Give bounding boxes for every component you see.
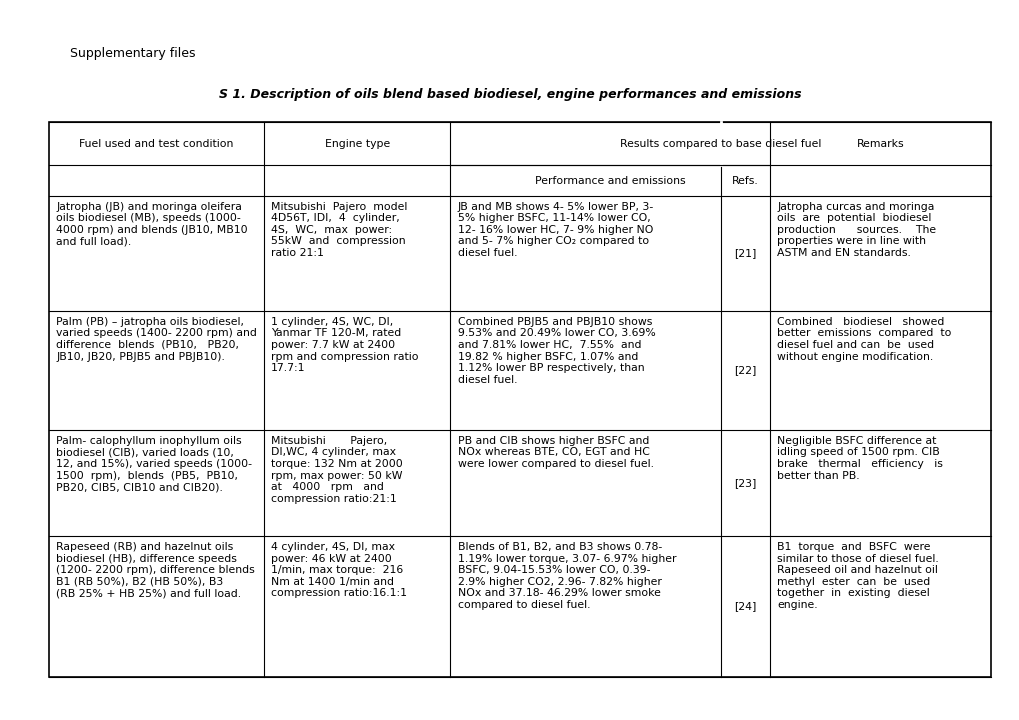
Text: Supplementary files: Supplementary files: [70, 47, 196, 60]
Text: JB and MB shows 4- 5% lower BP, 3-
5% higher BSFC, 11-14% lower CO,
12- 16% lowe: JB and MB shows 4- 5% lower BP, 3- 5% hi…: [458, 202, 653, 258]
Text: PB and CIB shows higher BSFC and
NOx whereas BTE, CO, EGT and HC
were lower comp: PB and CIB shows higher BSFC and NOx whe…: [458, 436, 653, 469]
Text: S 1. Description of oils blend based biodiesel, engine performances and emission: S 1. Description of oils blend based bio…: [218, 88, 801, 101]
Text: Mitsubishi  Pajero  model
4D56T, IDI,  4  cylinder,
4S,  WC,  max  power:
55kW  : Mitsubishi Pajero model 4D56T, IDI, 4 cy…: [271, 202, 407, 258]
Text: Performance and emissions: Performance and emissions: [534, 176, 685, 186]
Text: Palm- calophyllum inophyllum oils
biodiesel (CIB), varied loads (10,
12, and 15%: Palm- calophyllum inophyllum oils biodie…: [56, 436, 252, 492]
Text: Negligible BSFC difference at
idling speed of 1500 rpm. CIB
brake   thermal   ef: Negligible BSFC difference at idling spe…: [776, 436, 942, 480]
Text: Fuel used and test condition: Fuel used and test condition: [79, 139, 233, 149]
Text: 4 cylinder, 4S, DI, max
power: 46 kW at 2400
1/min, max torque:  216
Nm at 1400 : 4 cylinder, 4S, DI, max power: 46 kW at …: [271, 542, 407, 598]
Text: Refs.: Refs.: [732, 176, 758, 186]
Text: Remarks: Remarks: [856, 139, 904, 149]
Text: 1 cylinder, 4S, WC, DI,
Yanmar TF 120-M, rated
power: 7.7 kW at 2400
rpm and com: 1 cylinder, 4S, WC, DI, Yanmar TF 120-M,…: [271, 317, 418, 373]
Text: B1  torque  and  BSFC  were
similar to those of diesel fuel.
Rapeseed oil and ha: B1 torque and BSFC were similar to those…: [776, 542, 937, 610]
Text: Blends of B1, B2, and B3 shows 0.78-
1.19% lower torque, 3.07- 6.97% higher
BSFC: Blends of B1, B2, and B3 shows 0.78- 1.1…: [458, 542, 676, 610]
Text: Rapeseed (RB) and hazelnut oils
biodiesel (HB), difference speeds
(1200- 2200 rp: Rapeseed (RB) and hazelnut oils biodiese…: [56, 542, 255, 598]
Text: Engine type: Engine type: [324, 139, 389, 149]
Text: Results compared to base diesel fuel: Results compared to base diesel fuel: [620, 139, 821, 149]
Text: Jatropha curcas and moringa
oils  are  potential  biodiesel
production      sour: Jatropha curcas and moringa oils are pot…: [776, 202, 935, 258]
Text: [24]: [24]: [734, 601, 756, 611]
Text: [22]: [22]: [734, 366, 756, 376]
Text: Combined PBJB5 and PBJB10 shows
9.53% and 20.49% lower CO, 3.69%
and 7.81% lower: Combined PBJB5 and PBJB10 shows 9.53% an…: [458, 317, 654, 384]
Text: Jatropha (JB) and moringa oleifera
oils biodiesel (MB), speeds (1000-
4000 rpm) : Jatropha (JB) and moringa oleifera oils …: [56, 202, 248, 246]
Text: [21]: [21]: [734, 248, 756, 258]
Text: [23]: [23]: [734, 478, 756, 488]
Text: Palm (PB) – jatropha oils biodiesel,
varied speeds (1400- 2200 rpm) and
differen: Palm (PB) – jatropha oils biodiesel, var…: [56, 317, 257, 361]
Text: Combined   biodiesel   showed
better  emissions  compared  to
diesel fuel and ca: Combined biodiesel showed better emissio…: [776, 317, 951, 361]
Text: Mitsubishi       Pajero,
DI,WC, 4 cylinder, max
torque: 132 Nm at 2000
rpm, max : Mitsubishi Pajero, DI,WC, 4 cylinder, ma…: [271, 436, 403, 504]
